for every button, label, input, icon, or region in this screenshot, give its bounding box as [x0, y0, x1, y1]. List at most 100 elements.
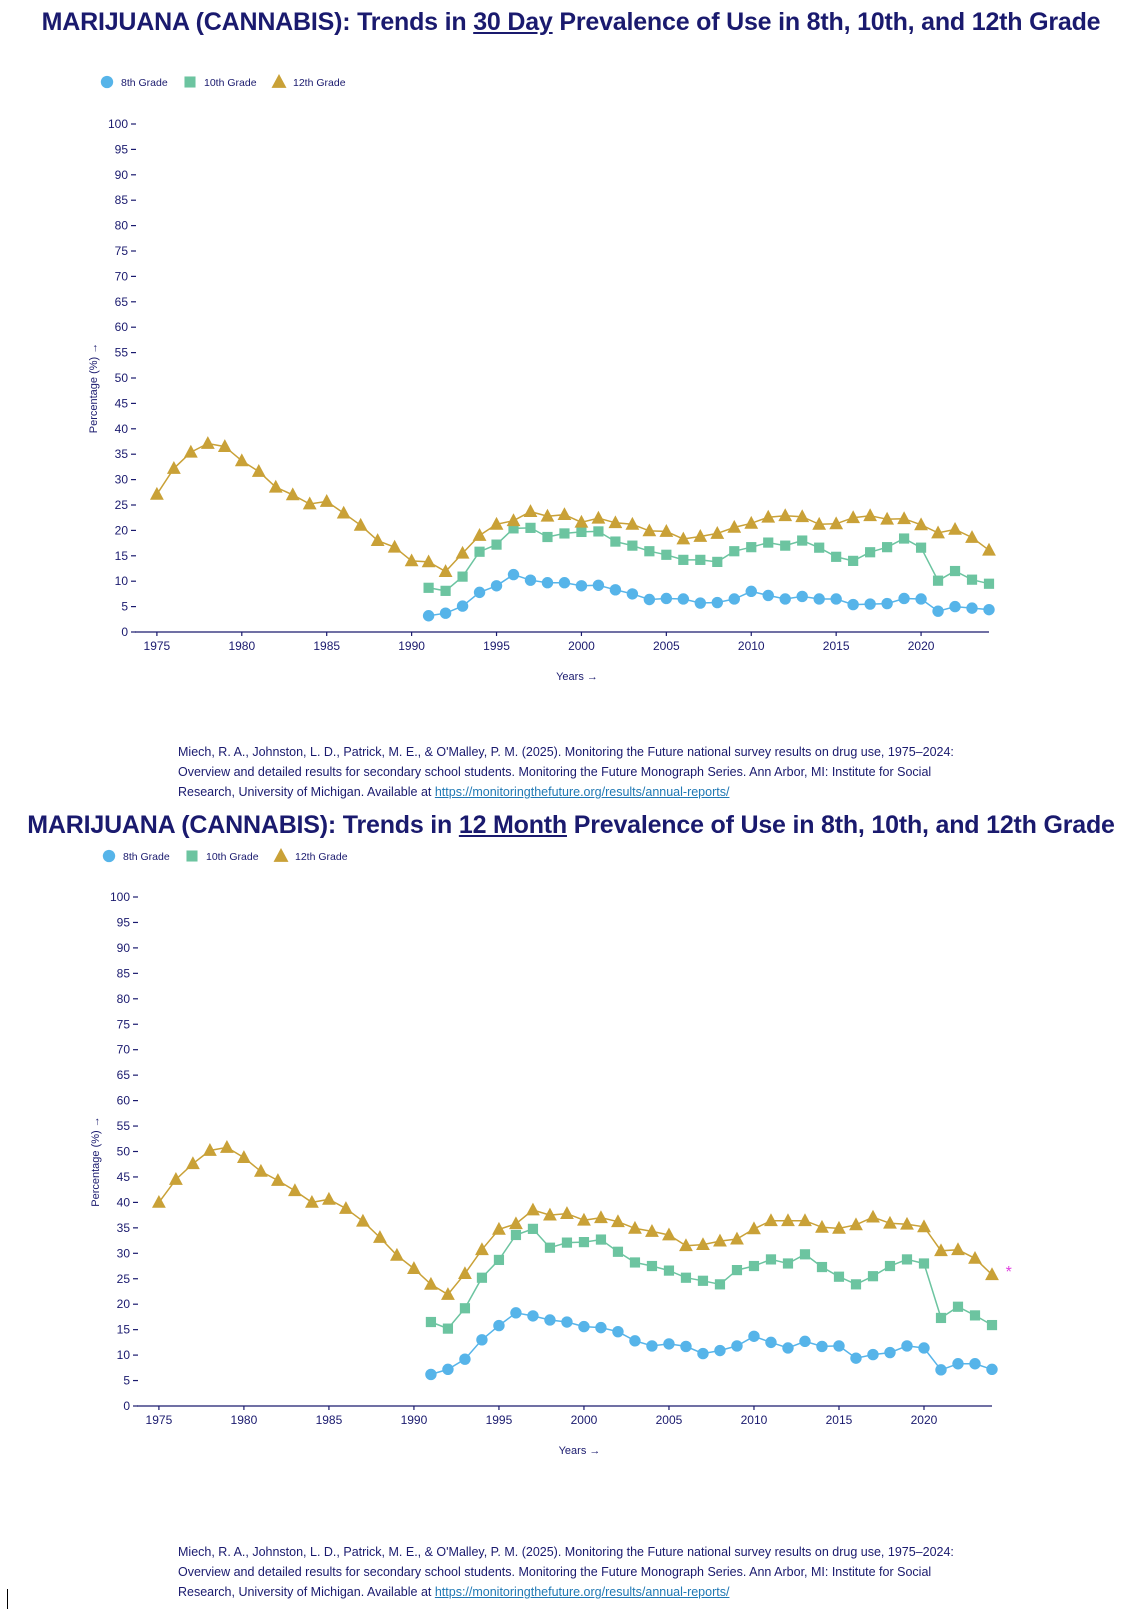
data-point: [339, 1201, 353, 1214]
y-tick-label: 55: [115, 346, 129, 360]
data-point: [779, 593, 791, 605]
series-line: [428, 527, 990, 592]
y-tick-label: 65: [115, 295, 129, 309]
data-point: [884, 1346, 896, 1359]
x-axis: 1975 1980 1985 1990 1995 2000 2005 2010 2015 2020…: [137, 1405, 992, 1457]
legend-label: 10th Grade: [204, 77, 257, 89]
data-point: [763, 537, 774, 548]
data-point: [831, 551, 842, 562]
data-point: [254, 1163, 268, 1177]
data-point: [697, 1347, 709, 1360]
data-point: [629, 1257, 641, 1268]
data-point: [625, 516, 640, 530]
x-tick-label: 2020: [911, 1413, 938, 1427]
data-point: [217, 439, 232, 452]
data-point: [917, 1219, 931, 1233]
data-point: [799, 1249, 811, 1260]
y-tick-label: 90: [117, 941, 131, 955]
data-point: [526, 1202, 540, 1216]
data-point: [949, 565, 961, 577]
data-point: [713, 1233, 727, 1247]
data-point: [897, 511, 911, 525]
data-point: [796, 590, 808, 603]
chart-title: MARIJUANA (CANNABIS): Trends in 12 Month…: [27, 811, 1115, 839]
series-line: [428, 573, 990, 617]
chart-panel-12-month: MARIJUANA (CANNABIS): Trends in 12 Month…: [0, 803, 1142, 1608]
data-point: [561, 1316, 573, 1328]
data-point: [728, 593, 740, 605]
data-point: [612, 1325, 624, 1338]
data-point: [424, 1276, 438, 1290]
data-point: [918, 1258, 930, 1269]
data-point: [544, 1314, 556, 1326]
data-point: [782, 1342, 794, 1354]
y-tick-label: 10: [115, 574, 129, 588]
citation-link[interactable]: https://monitoringthefuture.org/results/…: [434, 785, 730, 799]
data-point: [491, 539, 502, 550]
data-point: [677, 593, 690, 605]
data-point: [407, 1261, 421, 1274]
x-tick-label: 1990: [398, 639, 425, 653]
x-tick-label: 1975: [144, 639, 171, 653]
data-point: [440, 585, 451, 596]
data-point: [220, 1139, 234, 1153]
data-point: [473, 586, 486, 599]
data-point: [540, 508, 555, 522]
data-point: [524, 574, 537, 586]
data-point: [425, 1368, 437, 1381]
citation-link[interactable]: https://monitoringthefuture.org/results/…: [434, 1585, 730, 1599]
data-point: [714, 1279, 726, 1290]
data-point: [459, 1353, 471, 1365]
data-point: [476, 1272, 488, 1283]
data-point: [744, 515, 759, 529]
y-tick-label: 85: [117, 966, 131, 980]
y-tick-label: 45: [115, 396, 129, 410]
y-tick-label: 15: [115, 549, 129, 563]
data-point: [697, 1275, 709, 1286]
data-point: [932, 605, 944, 617]
series-line: [430, 1312, 993, 1376]
data-point: [900, 1216, 914, 1230]
series-triangle: [149, 436, 996, 577]
data-point: [745, 585, 757, 598]
data-point: [679, 1238, 693, 1252]
data-point: [935, 1312, 947, 1324]
y-tick-label: 45: [117, 1170, 131, 1184]
legend: 8th Grade 10th Grade 12th Grade: [102, 847, 348, 863]
data-point: [966, 602, 978, 614]
data-point: [510, 1307, 522, 1319]
x-tick-label: 2000: [568, 639, 595, 653]
series-triangle: [152, 1139, 999, 1300]
data-point: [918, 1342, 930, 1354]
data-point: [935, 1364, 947, 1376]
x-tick-label: 1995: [486, 1413, 513, 1427]
x-tick-label: 2010: [738, 639, 765, 653]
x-tick-label: 2000: [571, 1413, 598, 1427]
data-point: [748, 1330, 760, 1342]
data-point: [901, 1340, 913, 1352]
y-tick-label: 10: [117, 1348, 131, 1362]
y-tick-label: 5: [121, 600, 128, 614]
data-point: [305, 1194, 319, 1208]
legend-label: 8th Grade: [123, 851, 170, 863]
y-tick-label: 55: [117, 1119, 131, 1133]
data-point: [663, 1265, 675, 1276]
data-point: [387, 539, 402, 553]
data-point: [608, 515, 623, 529]
data-point: [474, 546, 485, 557]
data-point: [627, 540, 638, 551]
data-point: [493, 1254, 505, 1266]
data-point: [782, 1258, 794, 1269]
data-point: [848, 555, 859, 566]
data-point: [285, 487, 300, 501]
data-point: [646, 1260, 658, 1272]
data-point: [864, 598, 876, 610]
data-point: [271, 1173, 285, 1186]
y-tick-label: 20: [117, 1297, 131, 1311]
data-point: [678, 554, 689, 565]
x-tick-label: 2015: [823, 639, 850, 653]
data-point: [456, 600, 469, 612]
data-point: [829, 516, 844, 530]
data-point: [816, 1261, 828, 1273]
data-point: [986, 1363, 998, 1376]
